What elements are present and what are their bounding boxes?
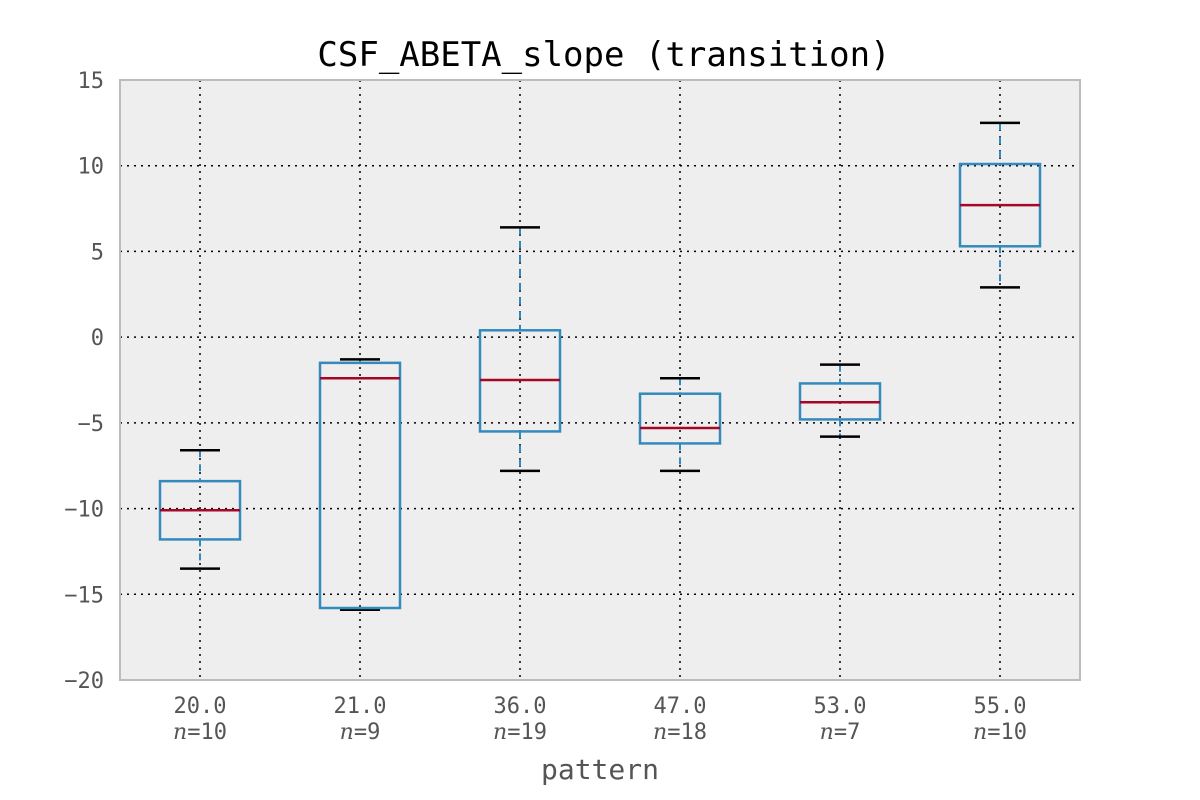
y-tick-label: 10 <box>78 155 105 180</box>
box-iqr <box>638 392 722 445</box>
x-tick-label: 36.0 <box>494 694 547 719</box>
plot-frame <box>119 79 1081 681</box>
box-group <box>158 449 242 570</box>
sample-size-label: n=10 <box>173 720 227 745</box>
y-tick-label: −5 <box>78 412 105 437</box>
box-group <box>958 121 1042 289</box>
box-group <box>638 377 722 473</box>
sample-size-label: n=18 <box>653 720 707 745</box>
x-tick-label: 55.0 <box>974 694 1027 719</box>
sample-size-symbol: n <box>653 720 667 745</box>
sample-size-label: n=19 <box>493 720 547 745</box>
box-group <box>478 226 562 473</box>
box-iqr <box>318 361 402 610</box>
y-tick-labels: 15 10 5 0 −5 −10 −15 −20 <box>64 69 104 694</box>
sample-size-label: n=10 <box>973 720 1027 745</box>
sample-size-label: n=7 <box>820 720 861 745</box>
sample-size-symbol: n <box>173 720 187 745</box>
x-tick-label: 21.0 <box>334 694 387 719</box>
y-tick-label: 5 <box>91 240 104 265</box>
box-series <box>158 121 1042 611</box>
x-axis-label: pattern <box>541 753 659 786</box>
sample-size-symbol: n <box>493 720 507 745</box>
sample-size-symbol: n <box>820 720 834 745</box>
y-tick-label: −20 <box>64 669 104 694</box>
plot-area <box>120 80 1080 680</box>
sample-size-value: =18 <box>667 720 707 745</box>
y-tick-label: −10 <box>64 498 104 523</box>
sample-size-label: n=9 <box>340 720 381 745</box>
grid-lines <box>120 80 1080 680</box>
y-tick-label: −15 <box>64 583 104 608</box>
chart-title: CSF_ABETA_slope (transition) <box>317 35 890 75</box>
box-group <box>318 358 402 611</box>
box-group <box>798 363 882 438</box>
sample-size-value: =19 <box>507 720 547 745</box>
y-tick-label: 0 <box>91 326 104 351</box>
y-tick-label: 15 <box>78 69 105 94</box>
x-tick-labels: 20.0n=1021.0n=936.0n=1947.0n=1853.0n=755… <box>173 694 1027 745</box>
sample-size-value: =10 <box>987 720 1027 745</box>
sample-size-value: =10 <box>187 720 227 745</box>
sample-size-value: =7 <box>834 720 861 745</box>
x-tick-label: 53.0 <box>814 694 867 719</box>
x-tick-label: 47.0 <box>654 694 707 719</box>
sample-size-symbol: n <box>340 720 354 745</box>
x-tick-label: 20.0 <box>174 694 227 719</box>
sample-size-symbol: n <box>973 720 987 745</box>
sample-size-value: =9 <box>354 720 381 745</box>
